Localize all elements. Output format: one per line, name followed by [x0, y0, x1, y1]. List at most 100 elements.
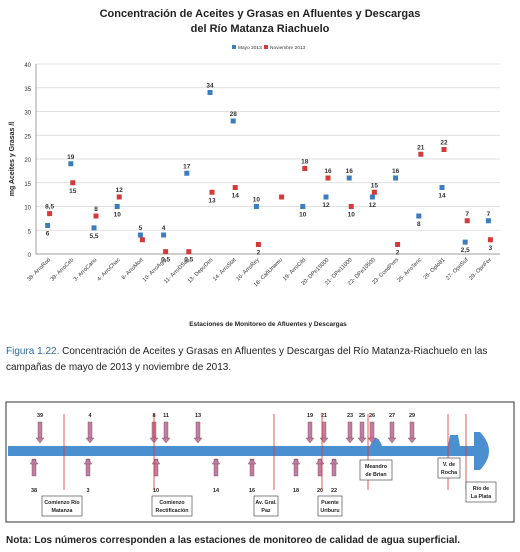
point-mayo — [393, 175, 399, 181]
station-number-lower: 14 — [213, 488, 220, 494]
station-arrow-upper — [85, 421, 95, 444]
label-rio-de-la-plata-text: La Plata — [471, 494, 491, 500]
data-label: 21 — [417, 144, 425, 151]
data-label: 0,5 — [161, 257, 170, 264]
arrow-head — [345, 437, 355, 444]
data-label: 18 — [301, 159, 309, 166]
arrow-head — [161, 437, 171, 444]
station-arrow-lower — [291, 458, 301, 477]
y-tick-label: 5 — [28, 229, 32, 235]
label-puente-uriburu-text: Uriburu — [320, 508, 339, 514]
station-arrow-upper — [367, 421, 377, 444]
data-label: 16 — [324, 168, 332, 175]
arrow-head — [387, 437, 397, 444]
chart-title-line2: del Río Matanza Riachuelo — [190, 23, 330, 35]
label-av-gral-paz-text: Paz — [261, 508, 270, 514]
point-mayo — [230, 118, 236, 124]
station-arrow-upper — [305, 421, 315, 444]
data-label: 12 — [369, 202, 377, 209]
point-noviembre — [348, 204, 354, 209]
point-mayo — [416, 213, 422, 219]
data-label: 2 — [396, 250, 400, 257]
data-label: 5 — [139, 225, 143, 232]
arrow-head — [329, 458, 339, 465]
arrow-head — [29, 458, 39, 465]
point-mayo — [207, 90, 213, 95]
station-number-upper: 23 — [347, 413, 353, 419]
arrow-head — [35, 437, 45, 444]
label-v-de-rocha-text: V. de — [443, 462, 455, 468]
data-label: 4 — [162, 225, 166, 232]
data-label: 8 — [417, 221, 421, 228]
x-tick-label: 25- ArroTenc — [397, 257, 424, 284]
station-arrow-lower — [211, 458, 221, 477]
y-axis-label: mg Aceites y Grasas /l — [9, 122, 16, 197]
point-noviembre — [139, 237, 145, 243]
point-mayo — [300, 204, 306, 209]
data-label: 12 — [116, 187, 124, 194]
chart-title-line1: Concentración de Aceites y Grasas en Afl… — [99, 8, 421, 20]
arrow-head — [291, 458, 301, 465]
arrow-head — [247, 458, 257, 465]
point-mayo — [91, 225, 97, 231]
data-label: 10 — [253, 197, 261, 204]
arrow-shaft — [321, 421, 327, 440]
label-av-gral-paz-box — [253, 495, 279, 517]
point-mayo — [137, 232, 143, 238]
legend-swatch — [264, 45, 268, 49]
x-tick-label: 29- OpnFer — [468, 257, 493, 282]
point-noviembre — [279, 194, 285, 200]
arrow-head — [367, 437, 377, 444]
y-tick-label: 0 — [28, 253, 32, 259]
data-label: 6 — [46, 231, 50, 238]
point-noviembre — [47, 211, 53, 217]
station-number-upper: 39 — [37, 413, 43, 419]
point-noviembre — [487, 237, 493, 243]
label-rio-de-la-plata-box — [465, 481, 497, 503]
station-number-lower: 20 — [317, 488, 323, 494]
data-label: 14 — [232, 193, 240, 200]
rocha-bump — [448, 435, 460, 446]
arrow-shaft — [37, 421, 43, 440]
point-mayo — [114, 204, 120, 209]
x-tick-label: 39- ArroCeb — [50, 257, 76, 283]
station-number-upper: 13 — [195, 413, 201, 419]
arrow-shaft — [347, 421, 353, 440]
point-noviembre — [418, 151, 424, 157]
station-number-lower: 38 — [31, 488, 37, 494]
river-mouth — [474, 432, 489, 470]
point-mayo — [45, 223, 51, 228]
arrow-shaft — [163, 421, 169, 440]
x-tick-label: 14- ArroStat — [212, 257, 238, 283]
station-number-upper: 29 — [409, 413, 415, 419]
point-noviembre — [441, 147, 447, 152]
arrow-shaft — [87, 421, 93, 440]
chart-panel: Concentración de Aceites y Grasas en Afl… — [9, 8, 500, 328]
x-tick-label: 8- ArroMort — [121, 257, 145, 281]
label-comienzo-rectificacion-box — [151, 495, 193, 517]
point-noviembre — [325, 175, 331, 181]
station-arrow-upper — [407, 421, 417, 444]
figure-label: Figura 1.22. — [6, 346, 60, 357]
arrow-head — [357, 437, 367, 444]
station-number-lower: 10 — [153, 488, 159, 494]
point-mayo — [184, 170, 190, 176]
arrow-shaft — [389, 421, 395, 440]
label-comienzo-rectificacion-text: Rectificación — [156, 508, 189, 514]
station-arrow-upper — [193, 421, 203, 444]
data-label: 17 — [183, 163, 191, 170]
station-number-upper: 11 — [163, 413, 169, 419]
station-arrow-upper — [161, 421, 171, 444]
point-noviembre — [186, 249, 192, 255]
arrow-shaft — [409, 421, 415, 440]
data-label: 16 — [392, 168, 400, 175]
point-mayo — [346, 175, 352, 181]
data-label: 10 — [299, 212, 307, 219]
arrow-shaft — [369, 421, 375, 440]
data-label: 2 — [257, 250, 261, 257]
data-label: 16 — [346, 168, 354, 175]
label-v-de-rocha-text: Rocha — [441, 470, 457, 476]
arrow-head — [83, 458, 93, 465]
station-number-lower: 18 — [293, 488, 299, 494]
